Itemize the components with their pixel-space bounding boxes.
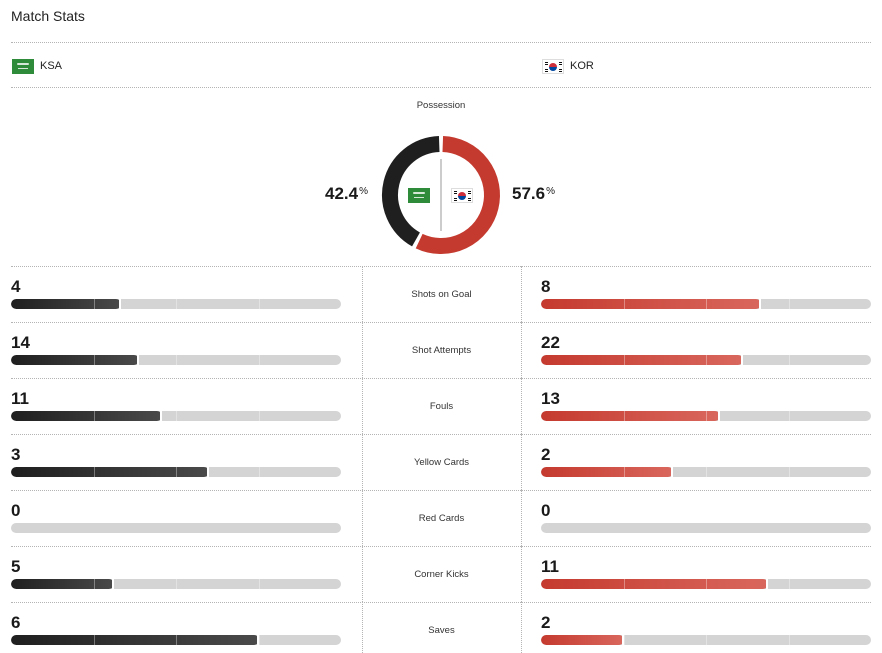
home-stat-bar-track: [11, 411, 341, 421]
row-divider: [11, 434, 871, 435]
away-team-header: KOR: [542, 57, 594, 75]
away-stat-bar-track: [541, 299, 871, 309]
home-stat-bar-fill: [11, 635, 260, 645]
home-stat-bar-fill: [11, 299, 260, 309]
column-divider: [362, 546, 363, 602]
away-stat-bar-fill: [541, 299, 790, 309]
saudi-arabia-flag-icon: [12, 58, 34, 74]
home-stat-bar-track: [11, 299, 341, 309]
column-divider: [521, 378, 522, 434]
column-divider: [362, 378, 363, 434]
away-stat-bar-fill: [541, 467, 790, 477]
possession-donut-chart: [382, 136, 500, 254]
home-stat-value: 3: [11, 445, 21, 464]
home-possession-arc: [382, 136, 440, 247]
home-possession-value: 42.4%: [325, 184, 368, 203]
column-divider: [362, 490, 363, 546]
home-stat-value: 5: [11, 557, 21, 576]
home-stat-bar-fill: [11, 355, 260, 365]
home-stat-bar-fill: [11, 579, 260, 589]
possession-label: Possession: [416, 100, 466, 111]
home-stat-bar-track: [11, 579, 341, 589]
column-divider: [362, 266, 363, 322]
divider: [11, 42, 871, 43]
column-divider: [521, 322, 522, 378]
away-stat-bar-fill: [541, 579, 790, 589]
row-divider: [11, 490, 871, 491]
row-divider: [11, 602, 871, 603]
away-stat-bar-track: [541, 635, 871, 645]
home-stat-value: 0: [11, 501, 21, 520]
home-team-abbr: KSA: [40, 60, 63, 72]
away-stat-value: 22: [541, 333, 560, 352]
column-divider: [362, 322, 363, 378]
away-stat-value: 11: [541, 557, 559, 576]
south-korea-flag-icon: [542, 58, 564, 74]
column-divider: [521, 546, 522, 602]
row-divider: [11, 266, 871, 267]
away-possession-value: 57.6%: [512, 184, 555, 203]
row-divider: [11, 322, 871, 323]
away-stat-bar-track: [541, 467, 871, 477]
away-team-abbr: KOR: [570, 60, 594, 72]
away-stat-value: 2: [541, 613, 551, 632]
stat-label: Yellow Cards: [413, 457, 470, 468]
away-stat-bar-track: [541, 523, 871, 533]
home-stat-bar-fill: [11, 467, 260, 477]
stat-label: Shots on Goal: [411, 289, 472, 300]
south-korea-flag-icon: [451, 188, 473, 203]
home-team-header: KSA: [12, 57, 62, 75]
home-stat-value: 14: [11, 333, 30, 352]
row-divider: [11, 378, 871, 379]
stat-label: Red Cards: [418, 513, 465, 524]
stat-label: Saves: [428, 625, 455, 636]
away-stat-bar-fill: [541, 355, 790, 365]
stat-label: Corner Kicks: [414, 569, 469, 580]
home-stat-bar-track: [11, 467, 341, 477]
away-stat-value: 13: [541, 389, 560, 408]
stat-label: Shot Attempts: [411, 345, 472, 356]
column-divider: [521, 434, 522, 490]
column-divider: [521, 266, 522, 322]
home-stat-bar-track: [11, 635, 341, 645]
home-stat-value: 11: [11, 389, 29, 408]
home-stat-bar-track: [11, 355, 341, 365]
away-stat-bar-track: [541, 355, 871, 365]
away-stat-bar-fill: [541, 635, 790, 645]
away-stat-bar-track: [541, 411, 871, 421]
home-stat-bar-fill: [11, 411, 260, 421]
away-stat-bar-track: [541, 579, 871, 589]
column-divider: [362, 434, 363, 490]
away-stat-value: 0: [541, 501, 551, 520]
away-stat-value: 2: [541, 445, 551, 464]
divider: [11, 87, 871, 88]
home-stat-value: 4: [11, 277, 21, 296]
panel-title: Match Stats: [11, 8, 85, 24]
row-divider: [11, 546, 871, 547]
saudi-arabia-flag-icon: [408, 188, 430, 203]
stat-label: Fouls: [429, 401, 454, 412]
column-divider: [362, 602, 363, 653]
column-divider: [521, 602, 522, 653]
away-stat-bar-fill: [541, 411, 790, 421]
column-divider: [521, 490, 522, 546]
away-stat-value: 8: [541, 277, 551, 296]
home-stat-value: 6: [11, 613, 21, 632]
away-possession-arc: [415, 136, 500, 254]
home-stat-bar-track: [11, 523, 341, 533]
